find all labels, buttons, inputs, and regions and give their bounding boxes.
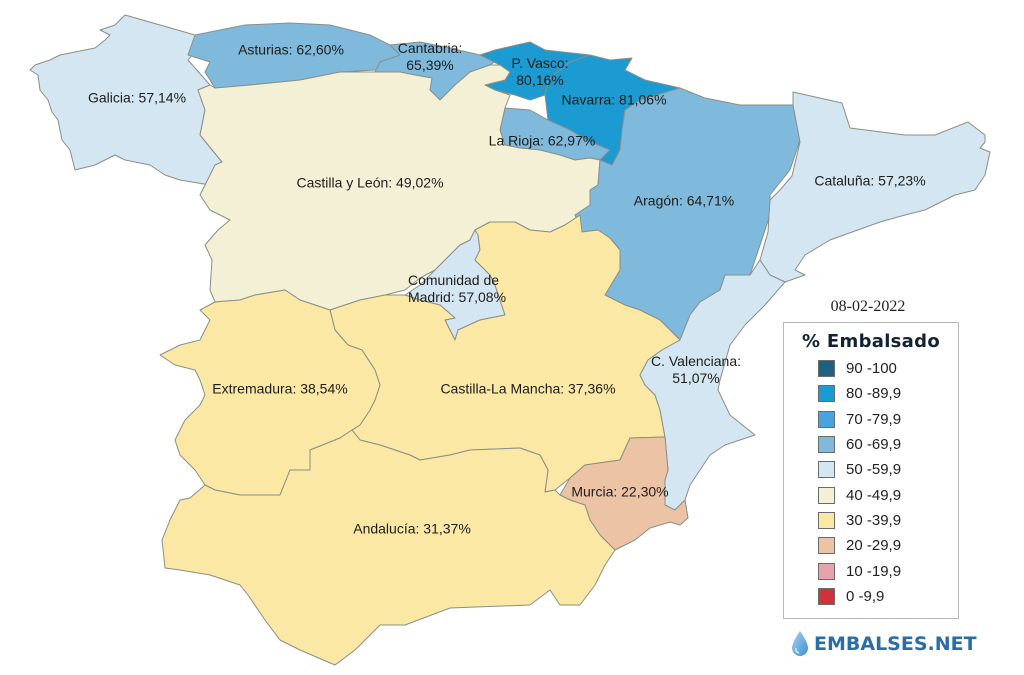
legend-item: 90 -100 (784, 356, 958, 381)
label-cantabria-line1: Cantabria: (397, 40, 463, 56)
legend: % Embalsado 90 -100 80 -89,9 70 -79,9 60… (783, 322, 959, 619)
legend-swatch (818, 537, 835, 555)
legend-item: 50 -59,9 (784, 457, 958, 482)
label-madrid: Comunidad de Madrid: 57,08% (408, 272, 506, 306)
label-pais-vasco: P. Vasco: 80,16% (511, 55, 568, 89)
label-aragon: Aragón: 64,71% (633, 192, 735, 209)
region-c-valenciana[interactable] (639, 259, 786, 511)
region-murcia[interactable] (559, 436, 689, 551)
legend-item: 30 -39,9 (784, 508, 958, 533)
legend-swatch (818, 486, 835, 504)
label-pais-vasco-line1: P. Vasco: (511, 55, 569, 71)
legend-range: 90 -100 (846, 360, 897, 378)
label-castilla-la-mancha: Castilla-La Mancha: 37,36% (440, 380, 616, 397)
label-c-valenciana: C. Valenciana: 51,07% (651, 353, 741, 387)
region-andalucia[interactable] (161, 429, 616, 666)
legend-range: 70 -79,9 (846, 410, 902, 428)
legend-item: 20 -29,9 (784, 533, 958, 558)
legend-item: 0 -9,9 (784, 584, 958, 609)
label-la-rioja: La Rioja: 62,97% (488, 132, 596, 149)
label-c-valenciana-line1: C. Valenciana: (650, 353, 742, 369)
label-murcia: Murcia: 22,30% (571, 483, 669, 500)
label-extremadura: Extremadura: 38,54% (212, 380, 348, 397)
label-cantabria-line2: 65,39% (406, 57, 454, 73)
legend-range: 50 -59,9 (846, 461, 902, 479)
region-asturias[interactable] (187, 22, 401, 89)
legend-range: 80 -89,9 (846, 385, 902, 403)
label-cantabria: Cantabria: 65,39% (398, 40, 463, 74)
label-navarra: Navarra: 81,06% (561, 91, 667, 108)
legend-item: 40 -49,9 (784, 482, 958, 507)
legend-swatch (818, 385, 835, 403)
legend-range: 60 -69,9 (846, 436, 902, 454)
legend-swatch (818, 562, 835, 580)
legend-range: 30 -39,9 (846, 511, 902, 529)
legend-item: 60 -69,9 (784, 432, 958, 457)
legend-swatch (818, 511, 835, 529)
legend-swatch (818, 410, 835, 428)
legend-range: 20 -29,9 (846, 537, 902, 555)
legend-swatch (818, 436, 835, 454)
label-pais-vasco-line2: 80,16% (516, 72, 564, 88)
label-andalucia: Andalucía: 31,37% (353, 520, 471, 537)
legend-range: 40 -49,9 (846, 486, 902, 504)
label-c-valenciana-line2: 51,07% (672, 370, 720, 386)
logo-text: EMBALSES.NET (814, 633, 977, 655)
legend-swatch (818, 360, 835, 378)
legend-swatch (818, 461, 835, 479)
region-cataluna[interactable] (759, 91, 991, 283)
legend-title: % Embalsado (802, 331, 940, 352)
label-asturias: Asturias: 62,60% (238, 41, 344, 58)
legend-range: 10 -19,9 (846, 562, 902, 580)
label-castilla-y-leon: Castilla y León: 49,02% (296, 174, 444, 191)
label-cataluna: Cataluña: 57,23% (814, 172, 926, 189)
label-madrid-line1: Comunidad de (407, 272, 500, 288)
legend-item: 80 -89,9 (784, 381, 958, 406)
label-madrid-line2: Madrid: 57,08% (407, 289, 507, 305)
legend-item: 70 -79,9 (784, 407, 958, 432)
water-drop-icon (792, 631, 808, 656)
label-galicia: Galicia: 57,14% (87, 89, 187, 106)
embalses-logo[interactable]: EMBALSES.NET (790, 630, 977, 658)
map-date: 08-02-2022 (830, 298, 906, 315)
legend-range: 0 -9,9 (846, 587, 885, 605)
legend-item: 10 -19,9 (784, 558, 958, 583)
legend-swatch (818, 587, 835, 605)
